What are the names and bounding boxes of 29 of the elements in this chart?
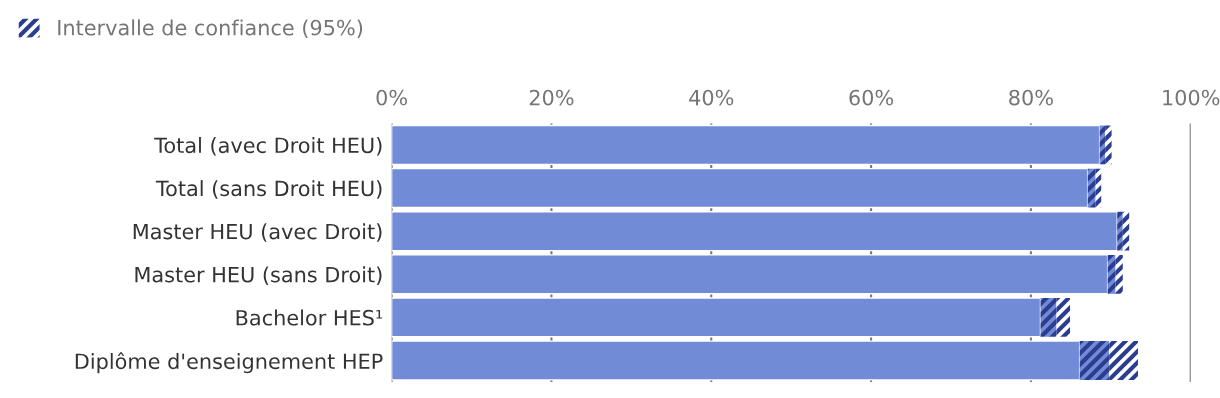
- x-tick-label: 0%: [376, 89, 407, 106]
- x-tick-label: 40%: [689, 89, 734, 106]
- y-tick-label: Diplôme d'enseignement HEP: [75, 352, 383, 374]
- bar: [1109, 341, 1138, 380]
- x-tick-label: 20%: [529, 89, 574, 106]
- x-tick-label: 100%: [1163, 89, 1220, 106]
- x-tick-label: 60%: [849, 89, 894, 106]
- y-tick-label: Bachelor HES¹: [236, 309, 383, 326]
- bar: [1115, 254, 1123, 294]
- bar: [1040, 298, 1057, 337]
- y-tick-label: Master HEU (avec Droit): [133, 223, 382, 242]
- y-tick-label: Total (sans Droit HEU): [155, 180, 382, 199]
- bar: [391, 167, 1089, 209]
- bar: [1107, 254, 1116, 294]
- bar: [391, 340, 1081, 381]
- bar: [391, 124, 1101, 166]
- y-tick-label: Total (avec Droit HEU): [154, 137, 382, 156]
- y-tick-label: Master HEU (sans Droit): [135, 266, 382, 285]
- bar: [1122, 211, 1130, 251]
- legend-label: Intervalle de confiance (95%): [58, 19, 363, 38]
- bar: [1056, 298, 1071, 337]
- x-tick-label: 80%: [1009, 89, 1053, 106]
- bar: [1087, 168, 1096, 208]
- bar: [1079, 341, 1110, 380]
- bar: [391, 211, 1118, 252]
- bar: [1117, 211, 1123, 251]
- bar: [391, 254, 1109, 295]
- bar: [391, 297, 1042, 338]
- bar: [1105, 125, 1112, 165]
